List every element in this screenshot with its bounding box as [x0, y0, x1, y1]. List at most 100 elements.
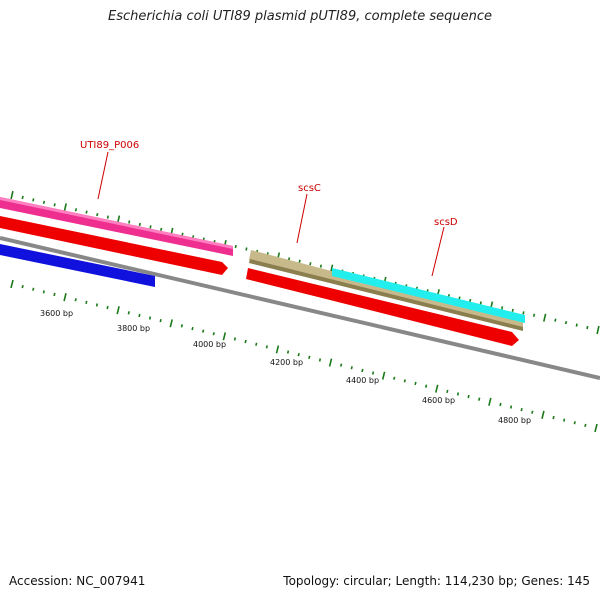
- inner-ruler-tick: [85, 300, 88, 304]
- outer-ruler-tick: [309, 262, 312, 266]
- inner-ruler-tick: [275, 345, 280, 354]
- outer-ruler-tick: [596, 325, 600, 335]
- inner-ruler-tick: [531, 410, 534, 414]
- inner-ruler-tick: [10, 279, 14, 289]
- outer-ruler-tick: [138, 222, 141, 227]
- sequence-backbone: [0, 236, 600, 380]
- inner-ruler-tick: [340, 363, 343, 367]
- outer-ruler-tick: [469, 298, 472, 303]
- inner-ruler-tick: [191, 326, 194, 331]
- outer-ruler-tick: [10, 190, 14, 200]
- inner-ruler-tick: [308, 355, 311, 360]
- inner-ruler-tick: [212, 332, 215, 336]
- inner-ruler-tick: [393, 376, 396, 380]
- feature-red-1[interactable]: [0, 216, 228, 275]
- outer-ruler-tick: [63, 203, 67, 212]
- inner-ruler-tick: [361, 368, 364, 373]
- inner-ruler-tick: [478, 397, 481, 401]
- inner-ruler-tick: [21, 285, 24, 289]
- gene-label-scsC[interactable]: scsC: [298, 183, 321, 194]
- inner-ruler-tick: [520, 408, 523, 412]
- outer-ruler-tick: [42, 200, 46, 204]
- inner-ruler-tick: [467, 394, 470, 399]
- feature-red-3[interactable]: [322, 286, 519, 346]
- outer-ruler-tick: [522, 311, 525, 315]
- outer-ruler-tick: [53, 203, 56, 207]
- outer-ruler-tick: [287, 257, 291, 261]
- feature-scsC-shadow: [249, 259, 523, 331]
- outer-ruler-tick: [298, 259, 301, 263]
- map-title: Escherichia coli UTI89 plasmid pUTI89, c…: [108, 9, 492, 24]
- inner-ruler-tick: [456, 392, 460, 396]
- topology-summary: Topology: circular; Length: 114,230 bp; …: [283, 574, 590, 588]
- inner-ruler-tick: [169, 319, 173, 328]
- gene-label-scsD[interactable]: scsD: [434, 217, 458, 228]
- outer-ruler-tick: [501, 306, 504, 310]
- inner-ruler-tick: [318, 358, 322, 362]
- inner-ruler-tick: [499, 402, 502, 407]
- ruler-label-3600: 3600 bp: [40, 309, 73, 318]
- outer-ruler-tick: [586, 325, 589, 330]
- scsC-leader: [296, 193, 308, 244]
- outer-ruler-tick: [575, 323, 578, 327]
- feature-scsD[interactable]: [332, 268, 525, 323]
- feature-utI89-p006-highlight: [0, 197, 233, 249]
- inner-ruler-tick: [74, 298, 77, 302]
- scsD-leader: [431, 226, 445, 277]
- inner-ruler-tick: [381, 371, 386, 380]
- inner-ruler-tick: [202, 329, 205, 333]
- outer-ruler-tick: [532, 313, 536, 317]
- inner-ruler-tick: [42, 290, 45, 294]
- inner-ruler-tick: [297, 352, 300, 357]
- inner-ruler-tick: [424, 384, 428, 388]
- inner-ruler-tick: [488, 397, 492, 406]
- outer-ruler-tick: [160, 227, 163, 231]
- inner-ruler-tick: [148, 316, 152, 320]
- ruler-label-4000: 4000 bp: [193, 340, 226, 349]
- outer-ruler-tick: [234, 244, 237, 249]
- inner-ruler-tick: [127, 311, 130, 315]
- inner-ruler-tick: [180, 324, 184, 328]
- inner-ruler-tick: [265, 345, 268, 349]
- inner-ruler-tick: [573, 421, 576, 425]
- ruler-label-3800: 3800 bp: [117, 324, 150, 333]
- accession-text: Accession: NC_007941: [9, 574, 146, 588]
- inner-ruler-tick: [435, 384, 439, 393]
- inner-ruler-tick: [552, 415, 555, 420]
- outer-ruler-tick: [149, 225, 152, 229]
- outer-ruler-tick: [554, 318, 557, 322]
- outer-ruler-tick: [181, 232, 184, 236]
- inner-ruler-tick: [95, 303, 99, 307]
- feature-blue[interactable]: [0, 244, 155, 287]
- outer-ruler-tick: [543, 313, 547, 322]
- inner-tick-ruler: [10, 279, 598, 433]
- ruler-label-4400: 4400 bp: [346, 376, 379, 385]
- ruler-label-4600: 4600 bp: [422, 396, 455, 405]
- outer-ruler-tick: [128, 220, 131, 224]
- inner-ruler-tick: [403, 379, 406, 383]
- gene-label-utI89-p006[interactable]: UTI89_P006: [80, 140, 139, 151]
- outer-ruler-tick: [564, 321, 568, 325]
- utI89-p006-leader: [97, 151, 109, 200]
- inner-ruler-tick: [63, 293, 67, 302]
- inner-ruler-tick: [53, 292, 56, 297]
- inner-ruler-tick: [159, 319, 162, 323]
- ruler-label-4800: 4800 bp: [498, 416, 531, 425]
- inner-ruler-tick: [371, 371, 375, 375]
- inner-ruler-tick: [233, 337, 237, 341]
- inner-ruler-tick: [563, 418, 566, 422]
- ruler-label-4200: 4200 bp: [270, 358, 303, 367]
- inner-ruler-tick: [584, 423, 587, 427]
- inner-ruler-tick: [244, 339, 247, 344]
- inner-ruler-tick: [32, 287, 35, 291]
- inner-ruler-tick: [328, 358, 333, 367]
- inner-ruler-tick: [541, 410, 545, 419]
- outer-ruler-tick: [106, 215, 109, 219]
- feature-red-2[interactable]: [246, 268, 328, 298]
- inner-ruler-tick: [222, 332, 227, 341]
- inner-ruler-tick: [350, 366, 353, 370]
- outer-ruler-tick: [245, 247, 248, 251]
- outer-ruler-tick: [319, 264, 323, 268]
- outer-ruler-tick: [74, 208, 78, 212]
